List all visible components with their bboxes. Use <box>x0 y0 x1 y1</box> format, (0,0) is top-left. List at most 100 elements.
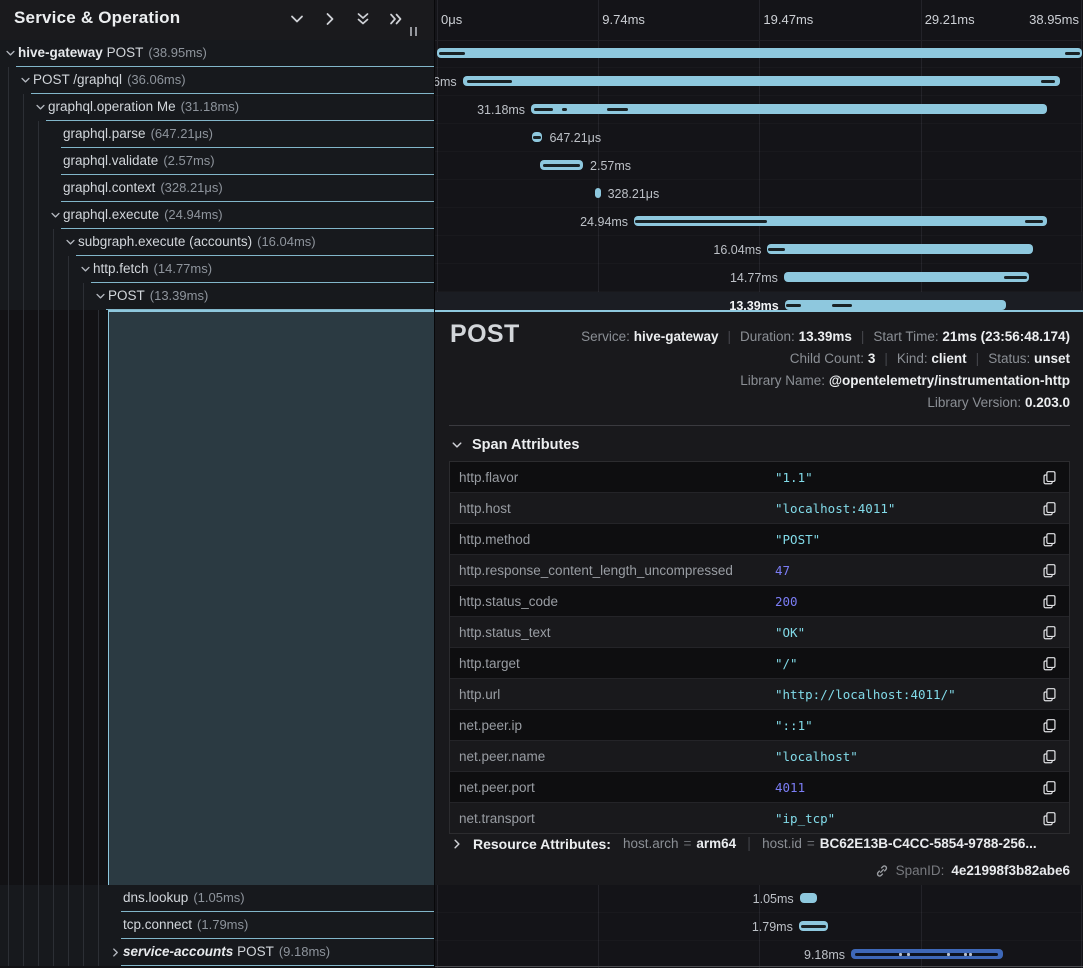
span-bar[interactable] <box>595 188 601 198</box>
column-resizer-handle[interactable] <box>410 27 417 36</box>
attribute-row: net.peer.port 4011 <box>450 771 1069 802</box>
copy-icon[interactable] <box>1029 808 1069 829</box>
span-bar[interactable] <box>437 48 1082 58</box>
span-bar[interactable] <box>462 76 1060 86</box>
attribute-key: http.target <box>459 655 520 671</box>
indent-guide <box>53 229 54 966</box>
chevron-down-icon[interactable] <box>80 264 91 275</box>
bar-duration-label: 13.39ms <box>729 299 779 313</box>
chevron-down-icon[interactable] <box>95 291 106 302</box>
timeline-row[interactable]: 38.95ms <box>435 40 1083 68</box>
span-bar[interactable] <box>783 272 1029 282</box>
timeline-row[interactable]: 9.18ms <box>435 941 1083 968</box>
bar-dot <box>963 952 967 956</box>
span-tree-row[interactable]: POST (13.39ms) <box>0 283 434 310</box>
span-tree-row[interactable]: graphql.operation Me (31.18ms) <box>0 94 434 121</box>
timeline-row[interactable]: 1.05ms <box>435 885 1083 913</box>
timeline-row[interactable]: 24.94ms <box>435 208 1083 236</box>
chevron-right-icon[interactable] <box>110 947 121 958</box>
span-attributes-title: Span Attributes <box>472 437 580 453</box>
copy-icon[interactable] <box>1029 498 1069 519</box>
operation-name: graphql.context <box>63 180 156 195</box>
bar-segment <box>466 79 513 83</box>
span-bar[interactable] <box>634 216 1048 226</box>
timeline-row[interactable]: 1.79ms <box>435 913 1083 941</box>
copy-icon[interactable] <box>1029 560 1069 581</box>
copy-icon[interactable] <box>1029 653 1069 674</box>
duration-text: (647.21μs) <box>150 126 213 141</box>
chevron-down-icon[interactable] <box>289 11 305 27</box>
duration-text: (36.06ms) <box>127 72 186 87</box>
bar-segment <box>831 303 852 307</box>
copy-icon[interactable] <box>1029 684 1069 705</box>
span-bar[interactable] <box>798 921 829 931</box>
timeline-row[interactable]: 16.04ms <box>435 236 1083 264</box>
span-tree-row[interactable]: hive-gateway POST (38.95ms) <box>0 40 434 67</box>
bar-segment <box>768 247 785 251</box>
span-tree-row[interactable]: graphql.execute (24.94ms) <box>0 202 434 229</box>
operation-name: subgraph.execute (accounts) <box>78 234 253 249</box>
span-tree-row[interactable]: graphql.parse (647.21μs) <box>0 121 434 148</box>
attribute-value: "localhost" <box>775 748 858 764</box>
library-name-value: @opentelemetry/instrumentation-http <box>828 373 1070 388</box>
attribute-value: "::1" <box>775 717 813 733</box>
duration-text: (328.21μs) <box>160 180 223 195</box>
span-tree-row[interactable]: POST /graphql (36.06ms) <box>0 67 434 94</box>
tree-toolbar <box>289 11 404 27</box>
span-bar[interactable] <box>531 104 1048 114</box>
operation-name: http.fetch <box>93 261 149 276</box>
attribute-row: http.status_text "OK" <box>450 616 1069 647</box>
span-tree-row[interactable]: dns.lookup (1.05ms) <box>0 885 434 912</box>
attribute-row: http.status_code 200 <box>450 585 1069 616</box>
duration-text: (31.18ms) <box>180 99 240 114</box>
timeline-row[interactable]: 2.57ms <box>435 152 1083 180</box>
span-tree-row[interactable]: graphql.validate (2.57ms) <box>0 148 434 175</box>
chevron-down-icon[interactable] <box>65 237 76 248</box>
bar-segment <box>785 303 802 307</box>
link-icon[interactable] <box>875 864 889 878</box>
timeline-row[interactable]: 36.06ms <box>435 68 1083 96</box>
chevron-down-icon[interactable] <box>35 102 46 113</box>
row-underline <box>16 66 434 67</box>
span-bar[interactable] <box>784 300 1007 310</box>
timeline-row[interactable]: 328.21μs <box>435 180 1083 208</box>
span-tree-row[interactable]: service-accounts POST (9.18ms) <box>0 939 434 966</box>
copy-icon[interactable] <box>1029 746 1069 767</box>
attribute-key: net.peer.ip <box>459 717 523 733</box>
attribute-row: http.flavor "1.1" <box>450 462 1069 492</box>
span-tree-row[interactable]: graphql.context (328.21μs) <box>0 175 434 202</box>
double-chevron-down-icon[interactable] <box>355 11 371 27</box>
chevron-down-icon[interactable] <box>20 75 31 86</box>
span-bar[interactable] <box>799 893 818 903</box>
span-overview: Service: hive-gateway | Duration: 13.39ms |… <box>581 326 1070 414</box>
operation-name: POST <box>106 45 144 60</box>
copy-icon[interactable] <box>1029 467 1069 488</box>
span-bar[interactable] <box>850 949 1003 959</box>
timeline-row[interactable]: 14.77ms <box>435 264 1083 292</box>
copy-icon[interactable] <box>1029 591 1069 612</box>
span-id-value[interactable]: 4e21998f3b82abe6 <box>951 863 1070 878</box>
chevron-down-icon[interactable] <box>50 210 61 221</box>
span-attributes-toggle[interactable]: Span Attributes <box>451 437 579 453</box>
span-tree-row[interactable]: http.fetch (14.77ms) <box>0 256 434 283</box>
copy-icon[interactable] <box>1029 622 1069 643</box>
bar-segment <box>1004 275 1028 279</box>
copy-icon[interactable] <box>1029 715 1069 736</box>
resource-attributes-row[interactable]: Resource Attributes: host.arch = arm64 |… <box>451 835 1037 852</box>
chevron-down-icon[interactable] <box>5 48 16 59</box>
timeline-row[interactable]: 31.18ms <box>435 96 1083 124</box>
span-bar[interactable] <box>767 244 1033 254</box>
span-bar[interactable] <box>540 160 584 170</box>
double-chevron-right-icon[interactable] <box>388 11 404 27</box>
span-bar[interactable] <box>531 132 543 142</box>
timeline-bars-bottom: 1.05ms 1.79ms 9.18ms <box>435 885 1083 968</box>
span-tree-row[interactable]: subgraph.execute (accounts) (16.04ms) <box>0 229 434 256</box>
bar-segment <box>1024 219 1044 223</box>
span-tree-row[interactable]: tcp.connect (1.79ms) <box>0 912 434 939</box>
chevron-right-icon[interactable] <box>322 11 338 27</box>
copy-icon[interactable] <box>1029 529 1069 550</box>
timeline-row[interactable]: 647.21μs <box>435 124 1083 152</box>
selected-span-detail-spacer <box>108 310 434 885</box>
copy-icon[interactable] <box>1029 777 1069 798</box>
resource-attributes-title: Resource Attributes: <box>473 835 611 852</box>
